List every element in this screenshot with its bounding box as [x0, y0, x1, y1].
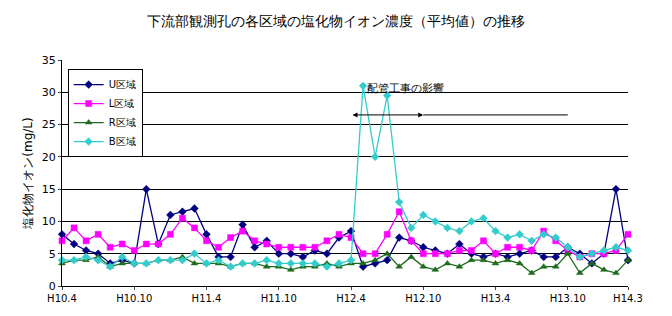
svg-text:塩化物イオン(mg/L): 塩化物イオン(mg/L): [21, 117, 35, 229]
svg-text:15: 15: [42, 183, 56, 196]
svg-text:H12.10: H12.10: [405, 293, 441, 304]
svg-text:H13.4: H13.4: [481, 293, 511, 304]
svg-text:0: 0: [49, 280, 56, 293]
svg-text:H10.4: H10.4: [47, 293, 77, 304]
svg-text:H10.10: H10.10: [116, 293, 152, 304]
svg-text:30: 30: [42, 86, 56, 99]
svg-text:下流部観測孔の各区域の塩化物イオン濃度（平均値）の推移: 下流部観測孔の各区域の塩化物イオン濃度（平均値）の推移: [147, 13, 525, 29]
svg-text:配管工事の影響: 配管工事の影響: [367, 82, 444, 95]
svg-text:B区域: B区域: [109, 136, 136, 147]
svg-text:5: 5: [49, 248, 56, 261]
svg-text:H12.4: H12.4: [336, 293, 366, 304]
svg-text:R区域: R区域: [109, 117, 136, 128]
svg-text:H14.3: H14.3: [613, 293, 643, 304]
svg-text:H11.4: H11.4: [192, 293, 222, 304]
svg-text:H13.10: H13.10: [550, 293, 586, 304]
svg-text:25: 25: [42, 118, 56, 131]
svg-text:20: 20: [42, 151, 56, 164]
svg-text:L区域: L区域: [109, 98, 135, 109]
svg-text:U区域: U区域: [109, 79, 136, 90]
svg-text:H11.10: H11.10: [261, 293, 297, 304]
svg-text:10: 10: [42, 215, 56, 228]
svg-text:35: 35: [42, 54, 56, 67]
